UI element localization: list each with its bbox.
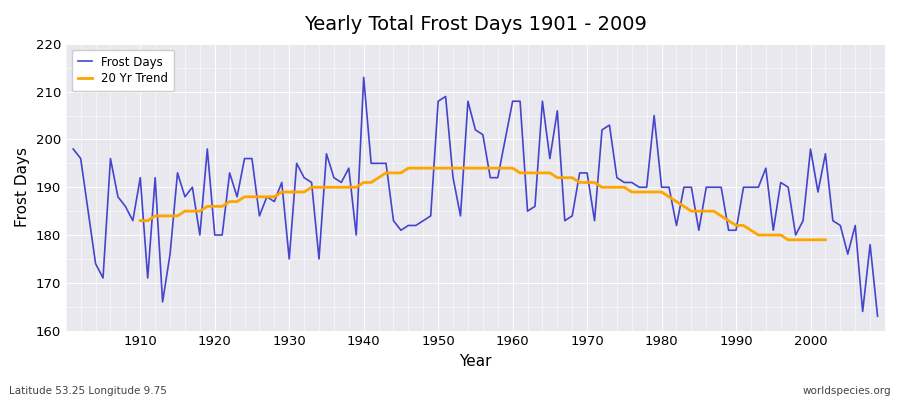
20 Yr Trend bbox=[485, 166, 496, 170]
Text: Latitude 53.25 Longitude 9.75: Latitude 53.25 Longitude 9.75 bbox=[9, 386, 166, 396]
Y-axis label: Frost Days: Frost Days bbox=[15, 147, 30, 227]
Frost Days bbox=[128, 218, 139, 223]
20 Yr Trend bbox=[247, 194, 257, 199]
Frost Days bbox=[872, 314, 883, 319]
Frost Days bbox=[292, 161, 302, 166]
20 Yr Trend bbox=[820, 237, 831, 242]
20 Yr Trend bbox=[403, 166, 414, 170]
Frost Days bbox=[508, 99, 518, 104]
20 Yr Trend bbox=[783, 237, 794, 242]
20 Yr Trend bbox=[686, 209, 697, 214]
Title: Yearly Total Frost Days 1901 - 2009: Yearly Total Frost Days 1901 - 2009 bbox=[304, 15, 647, 34]
Frost Days bbox=[68, 147, 78, 152]
Legend: Frost Days, 20 Yr Trend: Frost Days, 20 Yr Trend bbox=[72, 50, 174, 91]
Frost Days bbox=[604, 123, 615, 128]
20 Yr Trend bbox=[224, 199, 235, 204]
Frost Days bbox=[336, 180, 346, 185]
Line: 20 Yr Trend: 20 Yr Trend bbox=[140, 168, 825, 240]
X-axis label: Year: Year bbox=[459, 354, 491, 369]
20 Yr Trend bbox=[619, 185, 630, 190]
20 Yr Trend bbox=[276, 190, 287, 194]
Frost Days bbox=[515, 99, 526, 104]
Line: Frost Days: Frost Days bbox=[73, 77, 878, 316]
20 Yr Trend bbox=[135, 218, 146, 223]
Frost Days bbox=[358, 75, 369, 80]
Text: worldspecies.org: worldspecies.org bbox=[803, 386, 891, 396]
